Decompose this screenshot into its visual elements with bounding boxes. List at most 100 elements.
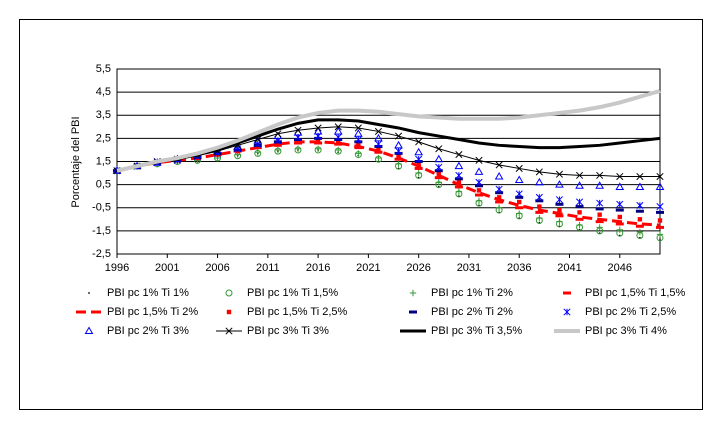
point: [476, 188, 482, 193]
legend-label: PBI pc 1% Ti 1,5%: [247, 287, 338, 299]
legend-entry: PBI pc 3% Ti 3,5%: [400, 325, 522, 337]
y-tick-label: 5,5: [96, 63, 111, 75]
legend-label: PBI pc 3% Ti 3,5%: [431, 325, 522, 337]
y-tick-label: -2,5: [92, 248, 111, 260]
point: [334, 123, 342, 131]
x-tick-label: 1996: [105, 262, 129, 274]
series: [116, 140, 661, 227]
point: [354, 135, 362, 144]
y-tick-label: 3,5: [96, 109, 111, 121]
point: [454, 161, 464, 170]
point: [636, 228, 644, 236]
point: [494, 172, 504, 180]
point: [436, 172, 441, 177]
point: [416, 162, 421, 168]
point: [333, 126, 343, 135]
point: [536, 214, 543, 222]
point: [656, 231, 664, 238]
point: [537, 204, 542, 209]
point: [376, 147, 381, 153]
point: [315, 138, 321, 143]
point: [336, 139, 341, 145]
legend-label: PBI pc 3% Ti 3%: [247, 325, 329, 337]
point: [576, 171, 584, 179]
legend-label: PBI pc 1% Ti 1%: [107, 287, 189, 299]
point: [475, 156, 483, 164]
point: [563, 308, 571, 316]
x-tick-label: 2036: [507, 262, 531, 274]
point: [354, 124, 362, 132]
point: [515, 190, 523, 198]
point: [475, 197, 483, 205]
point: [557, 207, 562, 213]
series: [116, 89, 661, 173]
point: [455, 151, 463, 159]
legend-label: PBI pc 2% Ti 2,5%: [585, 306, 676, 318]
x-tick-label: 2006: [205, 262, 229, 274]
point: [495, 185, 503, 193]
point: [556, 218, 563, 225]
point: [435, 179, 442, 186]
point: [516, 210, 523, 217]
y-tick-label: 4,5: [96, 86, 111, 98]
legend-label: PBI pc 2% Ti 3%: [107, 325, 189, 337]
point: [596, 171, 604, 179]
x-tick-label: 2011: [256, 262, 280, 274]
point: [555, 170, 563, 178]
point: [637, 217, 643, 222]
point: [409, 289, 417, 297]
legend-entry: PBI pc 1% Ti 1%: [88, 287, 189, 299]
chart-frame: [19, 19, 703, 410]
point: [415, 169, 422, 177]
point: [435, 145, 443, 153]
x-tick-label: 2031: [457, 262, 481, 274]
y-tick-label: -0,5: [92, 202, 111, 214]
legend-label: PBI pc 1,5% Ti 1,5%: [585, 287, 685, 299]
point: [555, 196, 563, 204]
point: [597, 212, 602, 217]
point: [396, 154, 401, 160]
point: [657, 218, 663, 223]
legend-entry: PBI pc 2% Ti 2%: [409, 306, 513, 318]
legend-entry: PBI pc 3% Ti 4%: [554, 325, 667, 337]
legend-entry: PBI pc 1% Ti 1,5%: [225, 287, 338, 299]
point: [495, 204, 503, 211]
point: [474, 167, 484, 175]
point: [535, 168, 543, 176]
x-tick-label: 2026: [406, 262, 430, 274]
legend-entry: PBI pc 1% Ti 2%: [409, 287, 513, 299]
point: [356, 143, 361, 148]
point: [655, 182, 665, 190]
point: [596, 199, 604, 207]
x-tick-label: 2046: [608, 262, 632, 274]
point: [616, 226, 623, 233]
point: [395, 147, 403, 155]
point: [475, 178, 483, 186]
legend-entry: PBI pc 2% Ti 2,5%: [563, 306, 676, 318]
legend-label: PBI pc 1,5% Ti 2%: [107, 306, 198, 318]
x-tick-label: 2001: [155, 262, 179, 274]
legend-entry: PBI pc 2% Ti 3%: [84, 325, 189, 337]
y-axis-label: Porcentaje del PBI: [70, 116, 82, 207]
point: [615, 182, 625, 190]
point: [656, 172, 664, 181]
point: [496, 195, 502, 200]
legend-label: PBI pc 1,5% Ti 2,5%: [247, 306, 347, 318]
point: [456, 180, 462, 185]
point: [555, 180, 564, 188]
point: [274, 146, 282, 154]
point: [577, 210, 582, 215]
point: [617, 214, 622, 220]
point: [415, 138, 423, 146]
point: [435, 163, 443, 171]
legend-label: PBI pc 3% Ti 4%: [585, 325, 667, 337]
point: [656, 203, 664, 211]
point: [395, 160, 402, 168]
point: [225, 289, 233, 297]
point: [596, 224, 603, 231]
point: [636, 172, 644, 181]
point: [434, 154, 444, 163]
point: [225, 327, 233, 335]
point: [455, 171, 463, 179]
point: [515, 164, 523, 172]
